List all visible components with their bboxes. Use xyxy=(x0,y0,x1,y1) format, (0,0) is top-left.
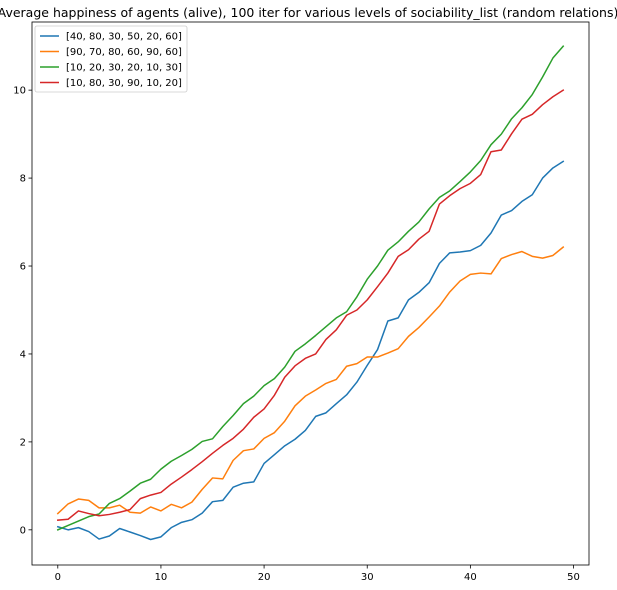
legend-box xyxy=(34,25,188,93)
legend: [40, 80, 30, 50, 20, 60] [90, 70, 80, 60,… xyxy=(34,25,188,93)
x-tick-label: 0 xyxy=(55,572,61,583)
x-tick-label: 40 xyxy=(464,572,477,583)
y-tick-label: 4 xyxy=(20,349,26,360)
y-tick-label: 0 xyxy=(20,525,26,536)
x-axis: 0 10 20 30 40 50 xyxy=(55,565,580,583)
legend-label-4: [10, 80, 30, 90, 10, 20] xyxy=(66,78,182,89)
plot-lines xyxy=(56,45,565,541)
x-tick-label: 10 xyxy=(155,572,168,583)
y-tick-label: 6 xyxy=(20,262,26,273)
legend-label-1: [40, 80, 30, 50, 20, 60] xyxy=(66,32,182,43)
y-tick-label: 8 xyxy=(20,174,26,185)
series-line-3 xyxy=(56,45,565,531)
series-line-1 xyxy=(56,160,565,541)
y-tick-label: 2 xyxy=(20,437,26,448)
x-tick-label: 20 xyxy=(258,572,271,583)
y-tick-label: 10 xyxy=(13,86,26,97)
y-axis: 0 2 4 6 8 10 xyxy=(13,86,32,536)
x-tick-label: 50 xyxy=(567,572,580,583)
series-line-2 xyxy=(56,246,565,515)
legend-label-2: [90, 70, 80, 60, 90, 60] xyxy=(66,47,182,58)
series-line-4 xyxy=(56,89,565,521)
legend-entries: [40, 80, 30, 50, 20, 60] [90, 70, 80, 60,… xyxy=(40,32,182,89)
legend-label-3: [10, 20, 30, 20, 10, 30] xyxy=(66,63,182,74)
chart-title: Average happiness of agents (alive), 100… xyxy=(0,5,617,20)
plot-frame xyxy=(31,21,590,566)
x-tick-label: 30 xyxy=(361,572,374,583)
